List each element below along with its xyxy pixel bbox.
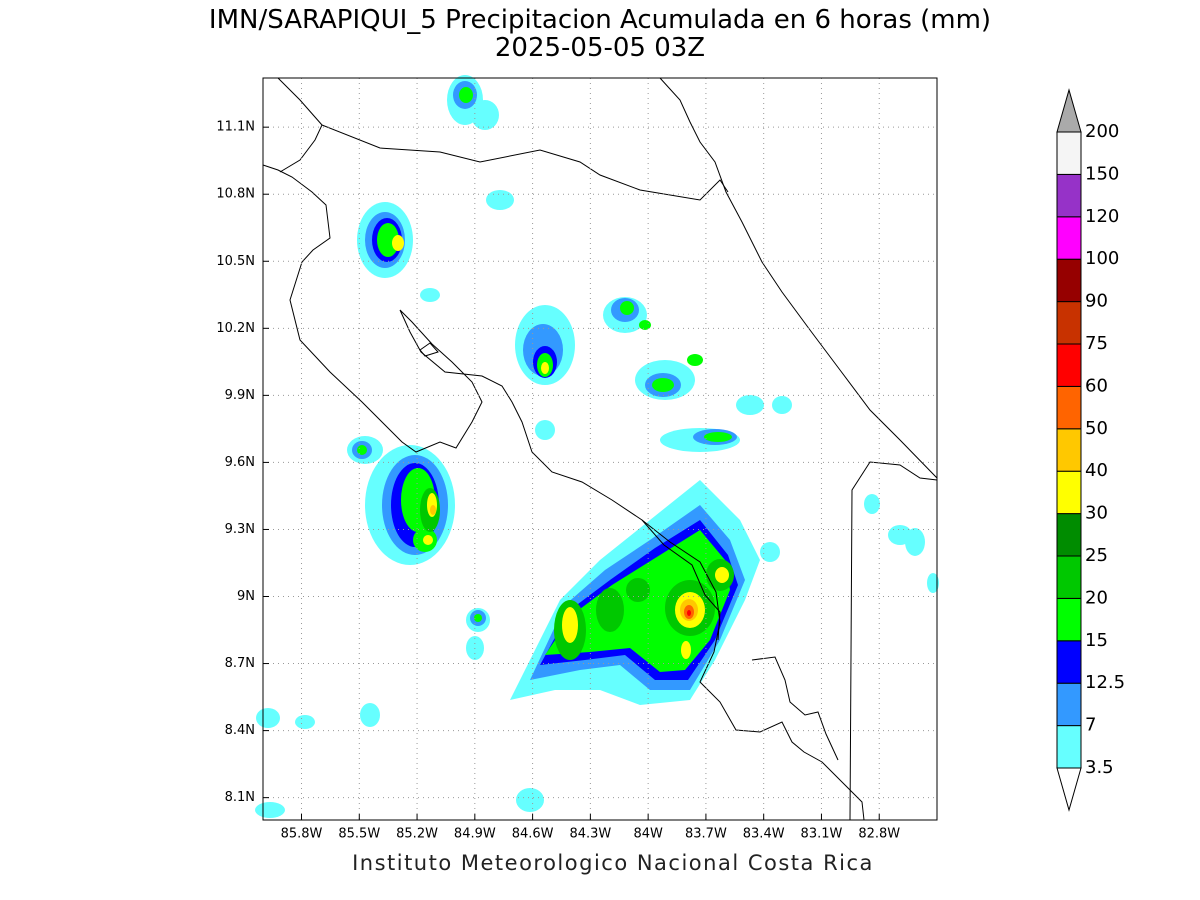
lat-tick-label: 8.7N	[225, 656, 255, 671]
colorbar-label: 20	[1085, 587, 1108, 608]
colorbar-label: 75	[1085, 333, 1108, 354]
precipitation-field	[255, 75, 939, 818]
colorbar-box	[1056, 385, 1082, 430]
colorbar-box	[1056, 131, 1082, 175]
lat-tick-label: 9.9N	[225, 388, 255, 403]
colorbar-label: 25	[1085, 545, 1108, 566]
colorbar-box	[1056, 216, 1082, 260]
colorbar-box	[1056, 301, 1082, 345]
colorbar-label: 150	[1085, 163, 1119, 184]
lat-tick-label: 9N	[237, 589, 255, 604]
colorbar-box	[1056, 470, 1082, 515]
colorbar-box	[1056, 258, 1082, 303]
colorbar-box	[1056, 682, 1082, 727]
lon-tick-label: 83.4W	[743, 827, 785, 842]
colorbar-label: 30	[1085, 503, 1108, 524]
colorbar-over	[1056, 88, 1082, 133]
colorbar-box	[1056, 725, 1082, 769]
lon-tick-label: 84.6W	[512, 827, 554, 842]
colorbar-label: 12.5	[1085, 672, 1125, 693]
colorbar-label: 7	[1085, 715, 1096, 736]
colorbar-label: 100	[1085, 248, 1119, 269]
lon-tick-label: 84W	[633, 827, 663, 842]
coastlines	[262, 77, 938, 821]
lon-tick-label: 83.7W	[685, 827, 727, 842]
colorbar-label: 3.5	[1085, 757, 1114, 778]
lon-tick-label: 85.2W	[396, 827, 438, 842]
colorbar-under	[1056, 767, 1082, 812]
colorbar-label: 90	[1085, 291, 1108, 312]
lon-tick-label: 84.3W	[569, 827, 611, 842]
colorbar-box	[1056, 343, 1082, 387]
colorbar-box	[1056, 597, 1082, 642]
map-frame	[262, 77, 938, 821]
footer: Instituto Meteorologico Nacional Costa R…	[352, 851, 874, 875]
colorbar-box	[1056, 555, 1082, 599]
lon-tick-label: 85.8W	[281, 827, 323, 842]
lat-tick-label: 9.6N	[225, 455, 255, 470]
subtitle: 2025-05-05 03Z	[495, 33, 705, 63]
colorbar-label: 40	[1085, 460, 1108, 481]
title: IMN/SARAPIQUI_5 Precipitacion Acumulada …	[209, 5, 991, 35]
lon-tick-label: 83.1W	[801, 827, 843, 842]
colorbar-label: 60	[1085, 375, 1108, 396]
lat-tick-label: 10.8N	[216, 187, 255, 202]
lon-tick-label: 82.8W	[858, 827, 900, 842]
lat-tick-label: 8.1N	[225, 790, 255, 805]
lat-tick-label: 9.3N	[225, 522, 255, 537]
lon-tick-label: 84.9W	[454, 827, 496, 842]
colorbar-box	[1056, 173, 1082, 218]
colorbar-label: 15	[1085, 630, 1108, 651]
colorbar-box	[1056, 428, 1082, 472]
colorbar-label: 120	[1085, 206, 1119, 227]
lat-tick-label: 10.5N	[216, 254, 255, 269]
lat-tick-label: 10.2N	[216, 321, 255, 336]
lon-tick-label: 85.5W	[338, 827, 380, 842]
colorbar-box	[1056, 640, 1082, 684]
lat-tick-label: 11.1N	[216, 120, 255, 135]
colorbar-label: 50	[1085, 418, 1108, 439]
colorbar-label: 200	[1085, 121, 1119, 142]
lat-tick-label: 8.4N	[225, 723, 255, 738]
colorbar-box	[1056, 513, 1082, 557]
